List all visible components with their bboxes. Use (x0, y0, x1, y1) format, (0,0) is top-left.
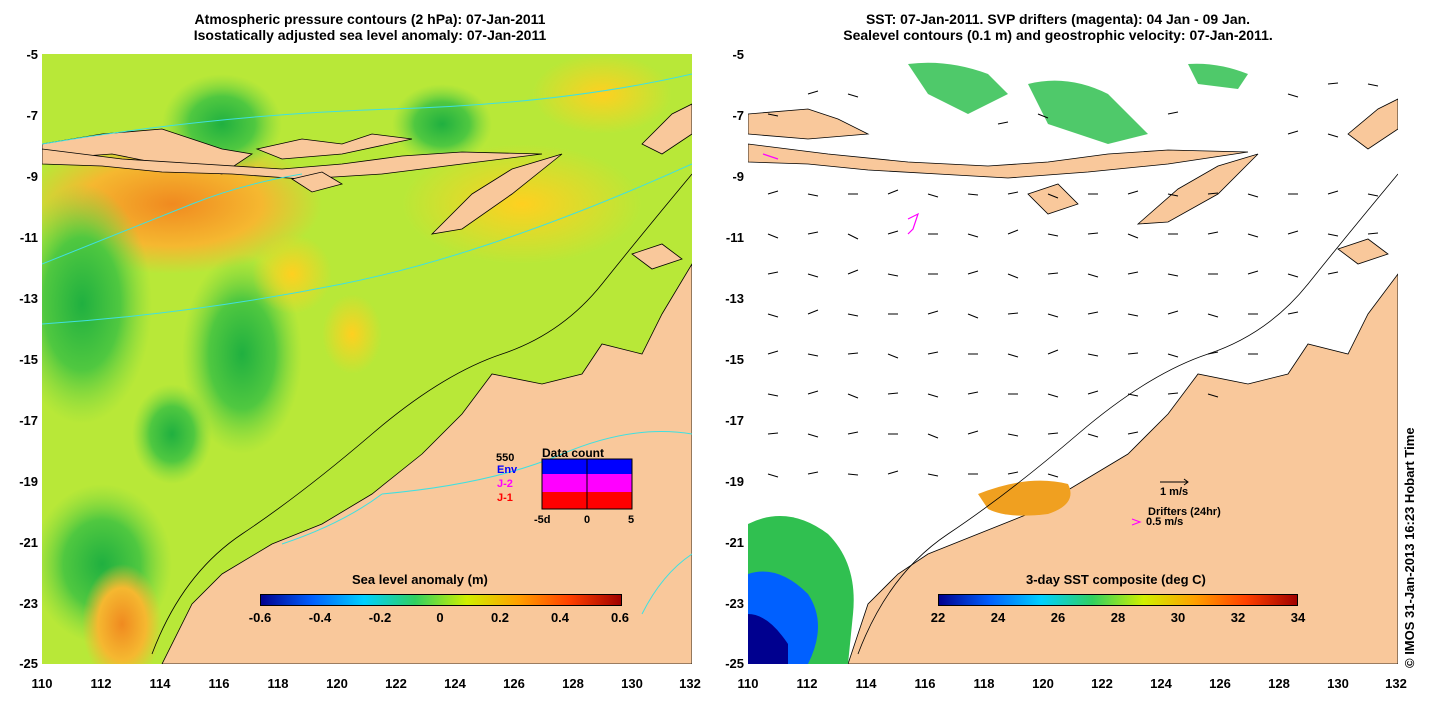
copyright-notice: © IMOS 31-Jan-2013 16:23 Hobart Time (1402, 427, 1417, 668)
left-xlab-3: 114 (149, 676, 171, 691)
left-ylab-11: -25 (19, 656, 38, 671)
right-xlab-2: 112 (796, 676, 818, 691)
velocity-legend: 1 m/s (1160, 486, 1189, 498)
sla-tick-4: 0 (436, 610, 444, 625)
left-xlab-6: 120 (326, 676, 348, 691)
right-ylab-8: -19 (725, 474, 744, 489)
sla-colorbar (260, 594, 622, 606)
left-ylab-1: -5 (26, 47, 38, 62)
right-xlab-5: 118 (973, 676, 995, 691)
left-title-line1: Atmospheric pressure contours (2 hPa): 0… (194, 11, 546, 27)
left-ylab-5: -13 (19, 291, 38, 306)
left-ylab-9: -21 (19, 535, 38, 550)
velocity-arrows (767, 82, 1379, 478)
right-ylab-6: -15 (725, 352, 744, 367)
sst-colorbar-title: 3-day SST composite (deg C) (1026, 572, 1206, 587)
data-count-title: Data count (542, 446, 605, 460)
sst-map: 1 m/s Drifters (24hr) 0.5 m/s 3-day SST … (748, 54, 1398, 664)
left-map-title: Atmospheric pressure contours (2 hPa): 0… (110, 11, 630, 43)
right-ylab-4: -11 (725, 230, 744, 245)
right-ylab-9: -21 (725, 535, 744, 550)
sst-tick-3: 26 (1050, 610, 1066, 625)
sla-tick-7: 0.6 (610, 610, 630, 625)
left-ylab-6: -15 (19, 352, 38, 367)
left-xlab-10: 128 (562, 676, 584, 691)
left-xlab-8: 124 (444, 676, 466, 691)
left-xlab-5: 118 (267, 676, 289, 691)
right-xlab-3: 114 (855, 676, 877, 691)
right-xlab-11: 130 (1327, 676, 1349, 691)
left-ylab-10: -23 (19, 596, 38, 611)
right-ylab-7: -17 (725, 413, 744, 428)
left-xlab-2: 112 (90, 676, 112, 691)
left-ylab-8: -19 (19, 474, 38, 489)
sst-tick-4: 28 (1110, 610, 1126, 625)
right-title-line2: Sealevel contours (0.1 m) and geostrophi… (843, 27, 1273, 43)
sea-level-anomaly-map: 550 Data count Env J-2 J-1 -5d 0 5 Sea l… (42, 54, 692, 664)
sst-tick-5: 30 (1170, 610, 1186, 625)
right-map-title: SST: 07-Jan-2011. SVP drifters (magenta)… (778, 11, 1338, 43)
sla-map-canvas (42, 54, 692, 664)
sst-tick-6: 32 (1230, 610, 1246, 625)
sst-tick-1: 22 (930, 610, 946, 625)
left-ylab-4: -11 (19, 230, 38, 245)
left-xlab-11: 130 (621, 676, 643, 691)
right-ylab-2: -7 (732, 108, 744, 123)
left-title-line2: Isostatically adjusted sea level anomaly… (193, 27, 547, 43)
data-count-max: 550 (496, 452, 515, 464)
sla-colorbar-title: Sea level anomaly (m) (352, 572, 488, 587)
right-xlab-4: 116 (914, 676, 936, 691)
sst-colorbar (938, 594, 1298, 606)
drifter-legend-title: Drifters (24hr) (1148, 506, 1221, 518)
left-xlab-9: 126 (503, 676, 525, 691)
sla-tick-2: -0.4 (308, 610, 332, 625)
right-xlab-9: 126 (1209, 676, 1231, 691)
right-xlab-7: 122 (1091, 676, 1113, 691)
sla-tick-6: 0.4 (550, 610, 570, 625)
legend-j1: J-1 (497, 492, 513, 504)
right-title-line1: SST: 07-Jan-2011. SVP drifters (magenta)… (865, 11, 1251, 27)
right-xlab-8: 124 (1150, 676, 1172, 691)
data-count-xtick-3: 5 (628, 514, 635, 526)
legend-j2: J-2 (497, 478, 513, 490)
sla-tick-3: -0.2 (368, 610, 392, 625)
left-ylab-2: -7 (26, 108, 38, 123)
right-ylab-1: -5 (732, 47, 744, 62)
sst-tick-7: 34 (1290, 610, 1306, 625)
right-xlab-6: 120 (1032, 676, 1054, 691)
right-xlab-10: 128 (1268, 676, 1290, 691)
left-ylab-7: -17 (19, 413, 38, 428)
right-xlab-1: 110 (737, 676, 759, 691)
data-count-inset (541, 458, 633, 510)
left-xlab-7: 122 (385, 676, 407, 691)
right-ylab-10: -23 (725, 596, 744, 611)
sla-tick-1: -0.6 (248, 610, 272, 625)
right-ylab-3: -9 (732, 169, 744, 184)
legend-env: Env (497, 464, 518, 476)
drifter-legend-value: 0.5 m/s (1146, 516, 1184, 528)
left-xlab-1: 110 (31, 676, 53, 691)
right-ylab-5: -13 (725, 291, 744, 306)
right-xlab-12: 132 (1385, 676, 1407, 691)
left-xlab-12: 132 (679, 676, 701, 691)
data-count-xtick-1: -5d (534, 514, 551, 526)
sst-map-canvas (748, 54, 1398, 664)
sst-tick-2: 24 (990, 610, 1006, 625)
left-xlab-4: 116 (208, 676, 230, 691)
data-count-xtick-2: 0 (584, 514, 591, 526)
left-ylab-3: -9 (26, 169, 38, 184)
sla-tick-5: 0.2 (490, 610, 510, 625)
right-ylab-11: -25 (725, 656, 744, 671)
